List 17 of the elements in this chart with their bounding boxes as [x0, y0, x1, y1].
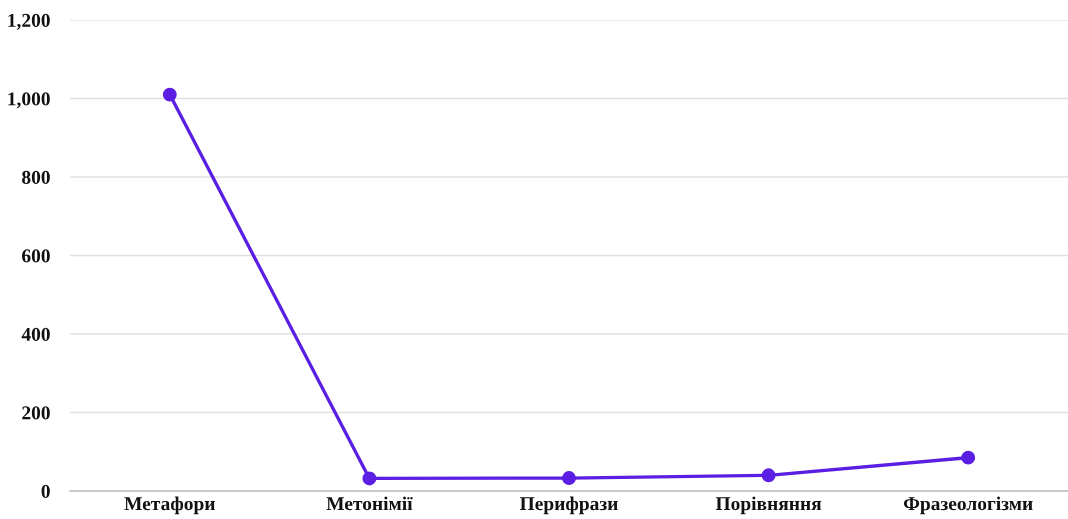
- y-tick-label: 600: [22, 249, 50, 263]
- y-tick-label: 800: [22, 170, 50, 184]
- y-tick-label: 400: [21, 327, 50, 341]
- x-tick-label: Перифрази: [519, 496, 618, 515]
- y-tick-label: 0: [41, 484, 50, 498]
- point: [562, 471, 576, 485]
- point: [162, 87, 177, 102]
- y-tick-label: 1,200: [8, 13, 50, 30]
- x-tick-label: Порівняння: [715, 496, 822, 515]
- point: [362, 471, 377, 486]
- x-tick-label: Метафори: [124, 496, 215, 515]
- point: [761, 468, 776, 483]
- point: [961, 450, 976, 465]
- x-tick-label: Метонімії: [326, 496, 413, 511]
- y-tick-label: 1,000: [8, 92, 50, 109]
- y-tick-label: 200: [22, 406, 50, 420]
- x-tick-label: Фразеологізми: [903, 496, 1033, 515]
